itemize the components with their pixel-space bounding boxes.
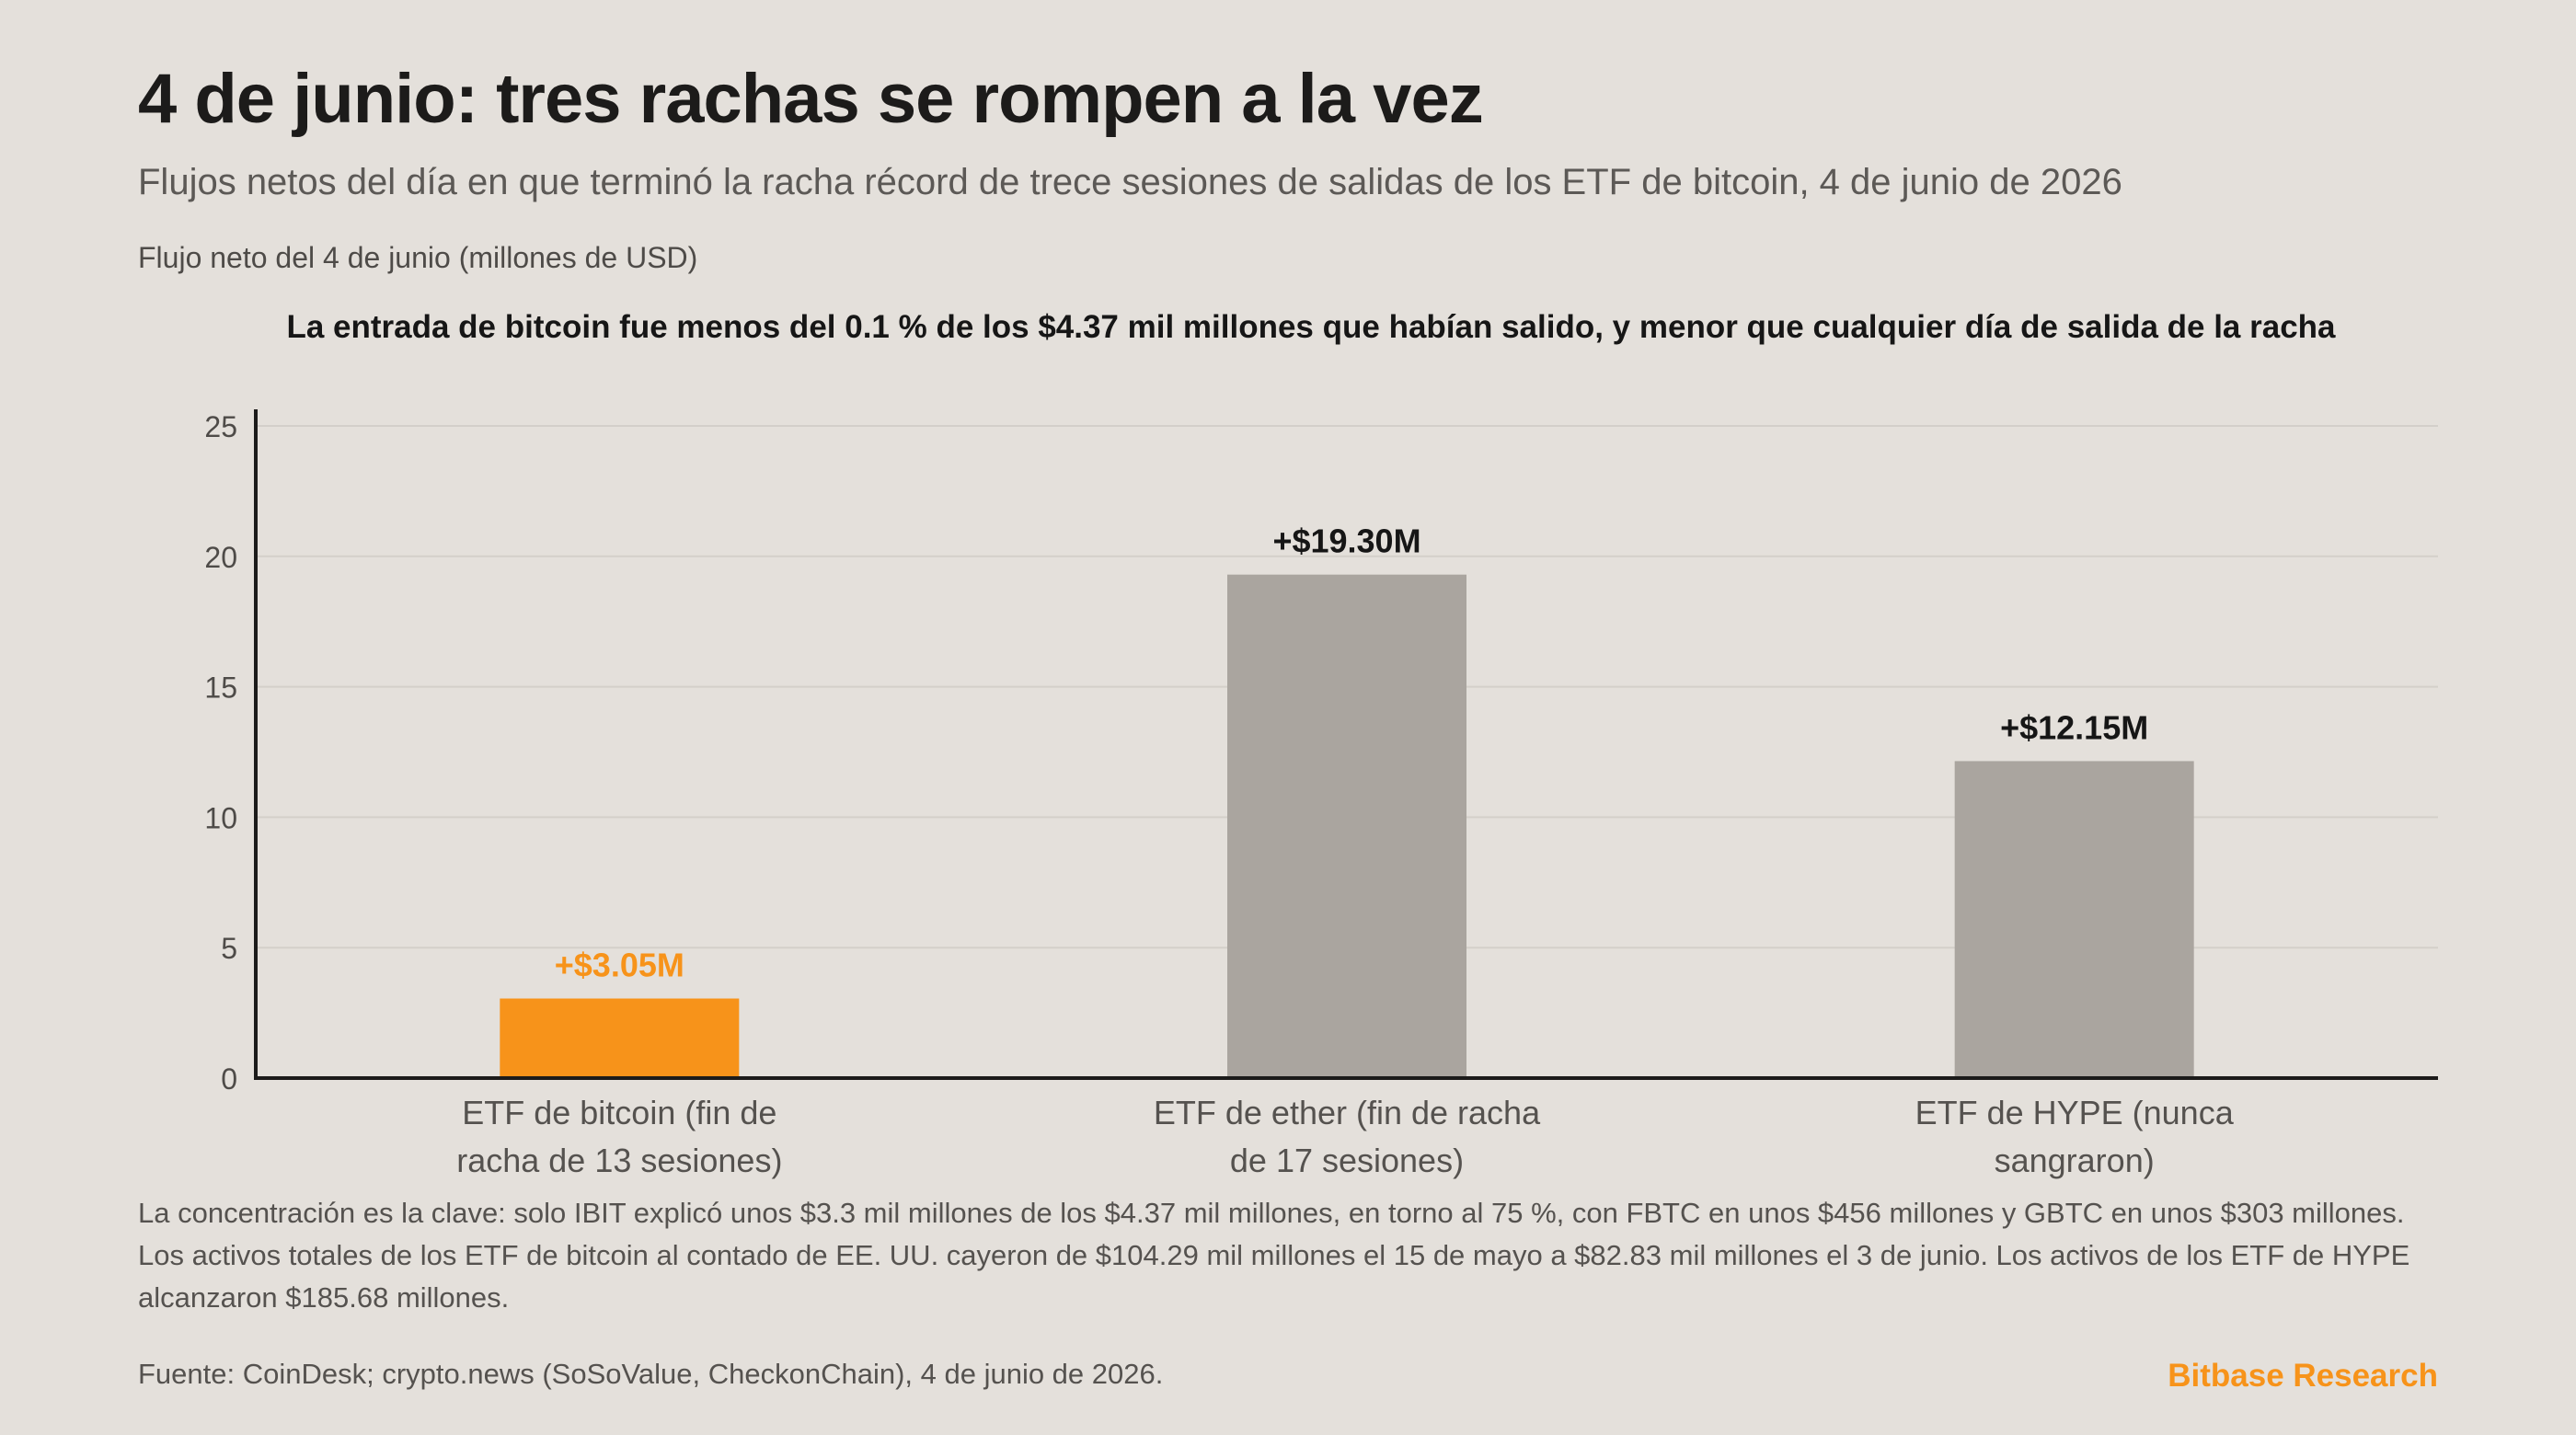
bar-chart: 0 5 10 15 20 25 +$3.05M ETF de bitcoin (fin de r… [204, 409, 2438, 1179]
bar [1227, 574, 1466, 1078]
y-tick-label: 5 [221, 932, 237, 965]
footnote: La concentración es la clave: solo IBIT … [138, 1197, 2410, 1314]
x-tick-label: ETF de ether (fin de racha [1154, 1094, 1541, 1131]
data-label: +$19.30M [1272, 522, 1420, 560]
chart-title: 4 de junio: tres rachas se rompen a la v… [138, 60, 1484, 138]
y-tick-label: 0 [221, 1062, 237, 1096]
source-note: Fuente: CoinDesk; crypto.news (SoSoValue… [138, 1358, 1164, 1390]
bar [500, 998, 740, 1078]
chart-headline: La entrada de bitcoin fue menos del 0.1 … [286, 309, 2336, 345]
x-tick-label: ETF de bitcoin (fin de [462, 1094, 776, 1131]
x-tick-label: sangraron) [1995, 1142, 2155, 1179]
y-tick-label: 10 [204, 801, 237, 834]
x-tick-label: de 17 sesiones) [1230, 1142, 1464, 1179]
data-label: +$12.15M [2000, 708, 2148, 746]
data-label: +$3.05M [555, 947, 684, 984]
x-tick-label: racha de 13 sesiones) [456, 1142, 782, 1179]
y-tick-label: 20 [204, 541, 237, 574]
y-tick-label: 15 [204, 672, 237, 705]
brand-label: Bitbase Research [2168, 1358, 2438, 1394]
y-axis-title: Flujo neto del 4 de junio (millones de U… [138, 241, 698, 274]
x-tick-label: ETF de HYPE (nunca [1915, 1094, 2235, 1131]
chart-subtitle: Flujos netos del día en que terminó la r… [138, 162, 2122, 202]
bar [1954, 761, 2194, 1078]
y-tick-label: 25 [204, 410, 237, 443]
